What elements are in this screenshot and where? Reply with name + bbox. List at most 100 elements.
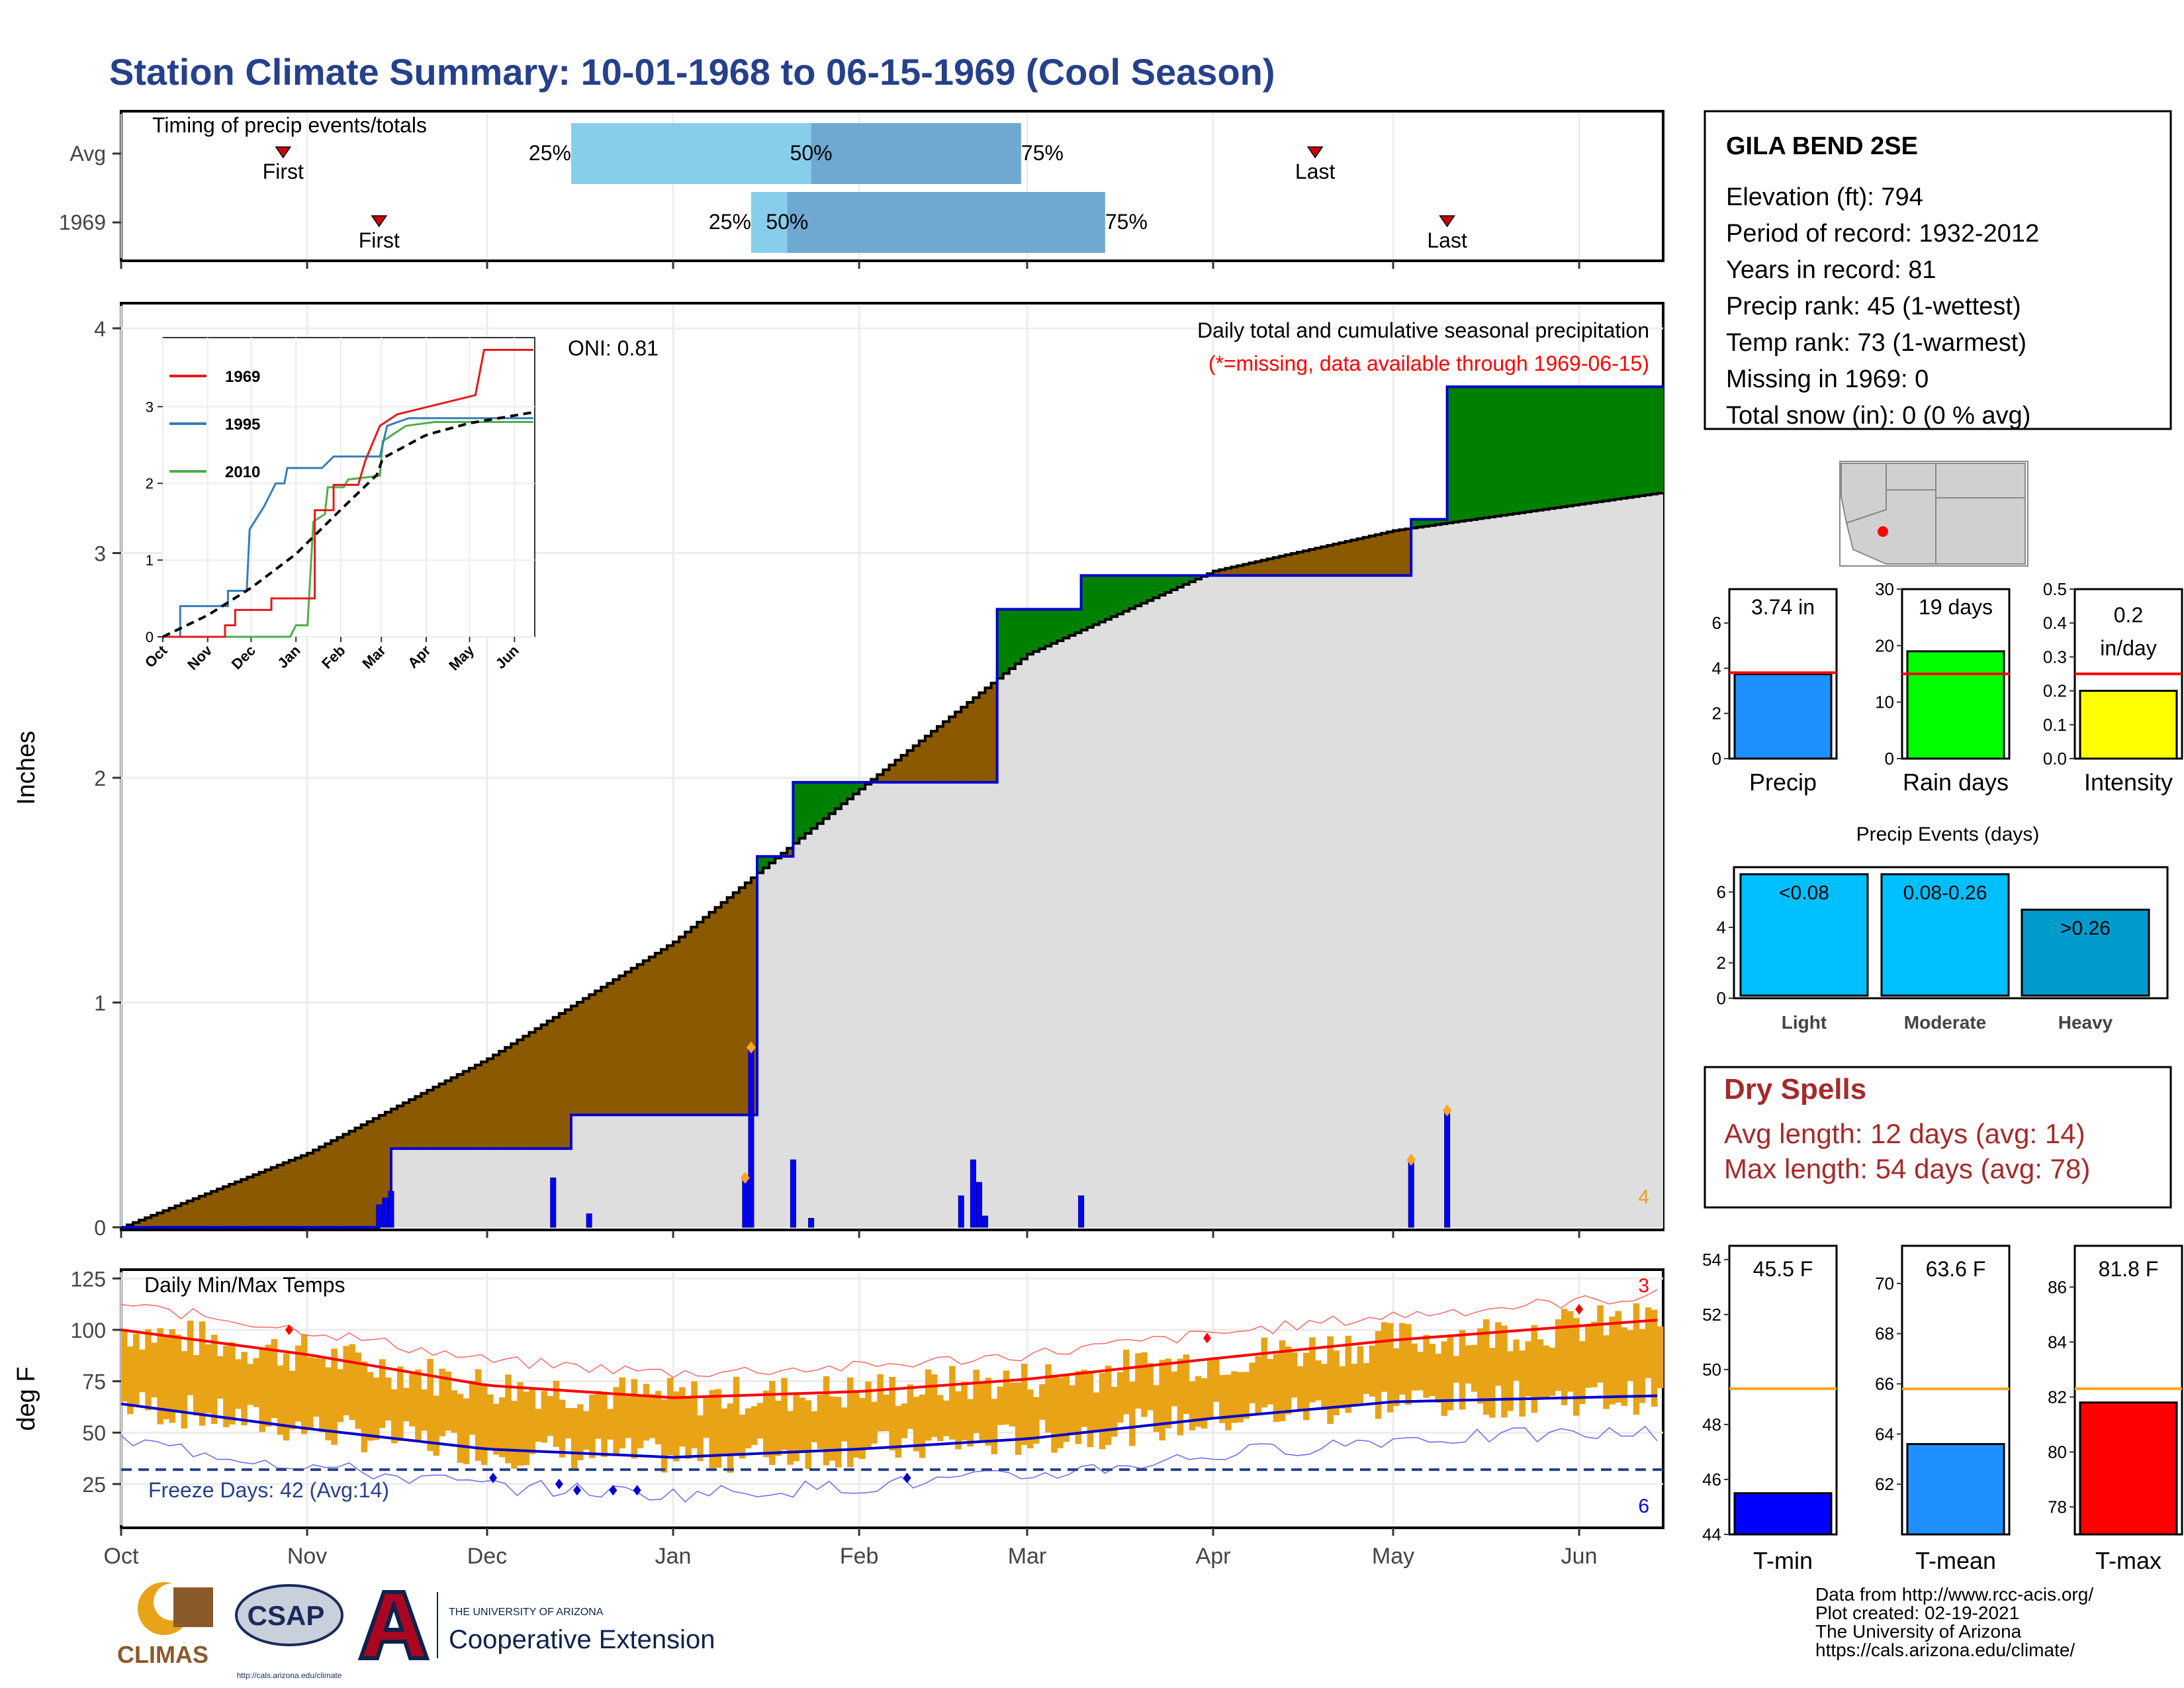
events-bar-label: Moderate: [1904, 1012, 1986, 1033]
deficit-area: [295, 1158, 302, 1227]
surplus-area: [1051, 609, 1058, 644]
station-period: Period of record: 1932-2012: [1726, 220, 2039, 248]
record-min-marker: [609, 1485, 617, 1496]
deficit-area: [307, 1152, 314, 1227]
deficit-area: [541, 1025, 548, 1149]
daily-temp-range-bar: [175, 1335, 182, 1412]
daily-temp-range-bar: [985, 1378, 992, 1446]
station-location-marker: [1878, 526, 1888, 537]
daily-temp-range-bar: [943, 1400, 950, 1436]
page-title: Station Climate Summary: 10-01-1968 to 0…: [109, 51, 1275, 93]
surplus-area: [1183, 575, 1190, 585]
temperature-y-tick-label: 75: [82, 1370, 106, 1394]
oni-label: ONI: 0.81: [568, 336, 659, 360]
daily-temp-range-bar: [703, 1397, 709, 1438]
summary-bar-tick-label: 0.3: [2043, 647, 2067, 667]
daily-temp-range-bar: [1507, 1351, 1514, 1411]
timing-first-marker: [371, 215, 388, 228]
daily-temp-range-bar: [151, 1342, 158, 1398]
daily-temp-range-bar: [1339, 1366, 1345, 1409]
inset-line-1969: [163, 349, 533, 638]
deficit-area: [487, 1058, 494, 1149]
daily-temp-range-bar: [1573, 1318, 1580, 1416]
surplus-area: [1003, 609, 1010, 674]
deficit-area: [1339, 542, 1346, 576]
temp-bar-tick-label: 68: [1875, 1324, 1894, 1344]
events-bar-value-label: >0.26: [2060, 917, 2111, 939]
daily-precip-bars: [376, 1041, 1452, 1228]
record-min-marker: [555, 1478, 563, 1489]
deficit-area: [925, 735, 932, 782]
cumulative-1969-line: [121, 385, 1663, 1229]
daily-temp-range-bar: [1567, 1311, 1574, 1392]
deficit-area: [385, 1112, 392, 1217]
daily-temp-range-bar: [637, 1395, 644, 1448]
events-bar: [1880, 873, 2010, 997]
deficit-area: [781, 853, 788, 857]
record-day-marker: [1442, 1104, 1452, 1117]
summary-bar-rain-days: 0 10 20 30 19 days Rain days: [1875, 579, 2011, 796]
deficit-area: [343, 1134, 350, 1227]
daily-temp-range-bar: [955, 1391, 962, 1450]
temperature-x-tick-label: Jun: [1561, 1544, 1598, 1569]
daily-temp-range-bar: [721, 1408, 728, 1454]
deficit-area: [553, 1017, 560, 1149]
daily-temp-range-bar: [853, 1390, 860, 1458]
daily-temp-range-bar: [691, 1381, 698, 1448]
deficit-area: [535, 1028, 542, 1149]
surplus-area: [1099, 575, 1106, 622]
summary-bar-tick-label: 0.2: [2043, 681, 2067, 701]
temperature-plot: [120, 1272, 1664, 1525]
surplus-area: [1615, 387, 1622, 500]
daily-temp-range-bar: [139, 1349, 146, 1393]
deficit-area: [133, 1222, 140, 1227]
daily-temp-range-bar: [1633, 1303, 1640, 1415]
daily-temp-range-bar: [871, 1401, 878, 1444]
daily-temp-range-bar: [1309, 1337, 1316, 1403]
precip-y-tick-label: 1: [94, 991, 106, 1015]
daily-temp-range-bar: [919, 1394, 926, 1458]
deficit-area: [175, 1205, 182, 1227]
dry-max-length: Max length: 54 days (avg: 78): [1724, 1153, 2090, 1184]
surplus-area: [1513, 387, 1520, 514]
surplus-area: [1573, 387, 1580, 506]
daily-temp-range-bar: [1327, 1336, 1334, 1424]
daily-temp-range-bar: [1147, 1363, 1154, 1411]
daily-temp-range-bar: [349, 1344, 356, 1421]
record-min-marker: [633, 1485, 641, 1496]
deficit-area: [469, 1068, 476, 1149]
daily-temp-range-bar: [517, 1382, 523, 1466]
daily-temp-range-bar: [1525, 1341, 1532, 1397]
dry-avg-length: Avg length: 12 days (avg: 14): [1724, 1118, 2085, 1149]
deficit-area: [390, 1109, 398, 1149]
temp-bar-tick-label: 64: [1875, 1424, 1894, 1444]
temperature-y-tick-label: 100: [71, 1319, 106, 1342]
surplus-area: [1069, 609, 1076, 635]
surplus-area: [1411, 519, 1418, 528]
deficit-area: [877, 774, 884, 782]
daily-precip-bar: [382, 1197, 388, 1228]
inset-y-tick-label: 2: [146, 475, 154, 492]
deficit-area: [210, 1191, 218, 1227]
surplus-area: [1147, 575, 1154, 601]
deficit-area: [403, 1102, 410, 1149]
daily-temp-range-bar: [433, 1395, 440, 1456]
daily-temp-range-bar: [889, 1377, 896, 1451]
daily-temp-range-bar: [1159, 1360, 1166, 1440]
record-min-marker: [903, 1472, 911, 1483]
footer-line-3: The University of Arizona: [1815, 1621, 2022, 1642]
surplus-area: [1153, 575, 1160, 598]
daily-temp-range-bar: [997, 1386, 1004, 1425]
daily-temp-range-bar: [625, 1396, 632, 1438]
daily-temp-range-bar: [601, 1391, 608, 1458]
deficit-area: [655, 953, 662, 1115]
surplus-area: [1459, 387, 1466, 522]
daily-temp-range-bar: [313, 1358, 320, 1417]
avg-max-line: [120, 1319, 1658, 1399]
daily-temp-range-bar: [1213, 1357, 1220, 1402]
daily-temp-range-bar: [493, 1403, 500, 1455]
daily-temp-range-bar: [145, 1329, 152, 1411]
deficit-area: [565, 1009, 572, 1149]
daily-temp-range-bar: [1003, 1370, 1010, 1425]
summary-bar-precip: 0 2 4 6 3.74 in Precip: [1712, 588, 1838, 796]
